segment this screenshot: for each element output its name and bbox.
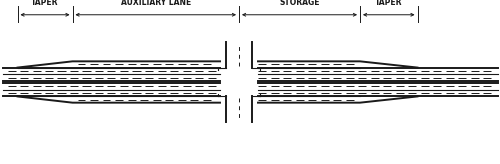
Text: TAPER: TAPER bbox=[31, 0, 59, 7]
Text: AUXILIARY LANE: AUXILIARY LANE bbox=[120, 0, 191, 7]
Text: TAPER: TAPER bbox=[375, 0, 402, 7]
Text: STORAGE: STORAGE bbox=[279, 0, 320, 7]
